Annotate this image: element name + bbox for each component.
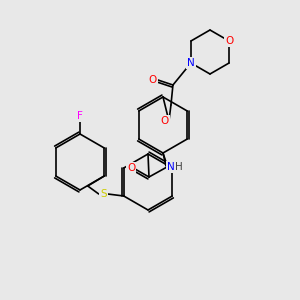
Text: O: O (225, 36, 233, 46)
Text: S: S (100, 189, 107, 199)
Text: F: F (77, 111, 83, 121)
Text: N: N (187, 58, 195, 68)
Text: O: O (149, 75, 157, 85)
Text: O: O (161, 116, 169, 126)
Text: O: O (127, 163, 135, 173)
Text: H: H (175, 162, 183, 172)
Text: N: N (167, 162, 175, 172)
